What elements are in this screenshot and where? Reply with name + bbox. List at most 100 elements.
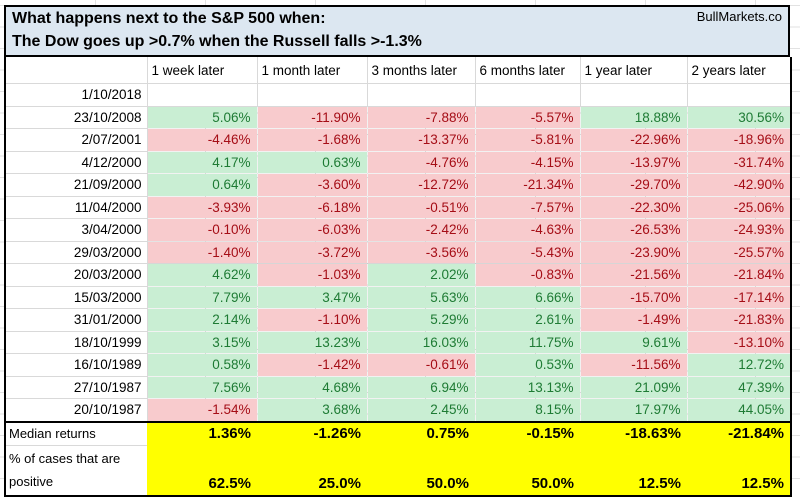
return-cell[interactable]: 4.62% xyxy=(147,263,258,287)
return-cell[interactable]: 16.03% xyxy=(367,331,476,354)
return-cell[interactable]: -29.70% xyxy=(580,173,688,197)
return-cell[interactable]: -7.88% xyxy=(367,106,476,129)
date-cell[interactable]: 4/12/2000 xyxy=(5,151,148,174)
return-cell[interactable]: -18.96% xyxy=(687,128,792,152)
positive-pct-cell[interactable]: 12.5% xyxy=(687,445,791,496)
return-cell[interactable] xyxy=(580,83,688,107)
return-cell[interactable]: -15.70% xyxy=(580,286,688,309)
date-cell[interactable]: 31/01/2000 xyxy=(5,308,148,332)
date-cell[interactable]: 27/10/1987 xyxy=(5,376,148,399)
return-cell[interactable]: -3.60% xyxy=(257,173,368,197)
return-cell[interactable]: -11.90% xyxy=(257,106,368,129)
return-cell[interactable]: 2.61% xyxy=(475,308,581,332)
return-cell[interactable]: 13.13% xyxy=(475,376,581,399)
return-cell[interactable]: 3.68% xyxy=(257,398,368,422)
return-cell[interactable]: -3.56% xyxy=(367,241,476,264)
return-cell[interactable]: -21.84% xyxy=(687,263,792,287)
column-header-6[interactable]: 2 years later xyxy=(687,57,792,84)
return-cell[interactable]: -4.76% xyxy=(367,151,476,174)
return-cell[interactable]: 3.47% xyxy=(257,286,368,309)
positive-pct-cell[interactable]: 62.5% xyxy=(147,445,257,496)
return-cell[interactable]: 0.63% xyxy=(257,151,368,174)
return-cell[interactable]: 0.58% xyxy=(147,353,258,377)
return-cell[interactable]: -1.68% xyxy=(257,128,368,152)
return-cell[interactable]: -0.51% xyxy=(367,196,476,219)
positive-pct-cell[interactable]: 50.0% xyxy=(475,445,580,496)
column-header-1[interactable]: 1 week later xyxy=(147,57,258,84)
return-cell[interactable]: -0.10% xyxy=(147,218,258,242)
return-cell[interactable]: -1.54% xyxy=(147,398,258,422)
return-cell[interactable]: 4.17% xyxy=(147,151,258,174)
return-cell[interactable]: 5.06% xyxy=(147,106,258,129)
return-cell[interactable]: -22.96% xyxy=(580,128,688,152)
return-cell[interactable]: 18.88% xyxy=(580,106,688,129)
return-cell[interactable]: -0.83% xyxy=(475,263,581,287)
return-cell[interactable]: -25.06% xyxy=(687,196,792,219)
return-cell[interactable]: -1.40% xyxy=(147,241,258,264)
return-cell[interactable]: -5.57% xyxy=(475,106,581,129)
return-cell[interactable] xyxy=(367,83,476,107)
return-cell[interactable]: 44.05% xyxy=(687,398,792,422)
return-cell[interactable]: -13.10% xyxy=(687,331,792,354)
date-cell[interactable]: 29/03/2000 xyxy=(5,241,148,264)
positive-pct-cell[interactable]: 12.5% xyxy=(580,445,687,496)
return-cell[interactable]: -13.97% xyxy=(580,151,688,174)
return-cell[interactable]: -3.72% xyxy=(257,241,368,264)
return-cell[interactable]: -6.18% xyxy=(257,196,368,219)
return-cell[interactable]: 8.15% xyxy=(475,398,581,422)
date-cell[interactable]: 2/07/2001 xyxy=(5,128,148,152)
positive-cases-label[interactable]: % of cases that are positive xyxy=(5,445,147,496)
return-cell[interactable]: -2.42% xyxy=(367,218,476,242)
return-cell[interactable]: 30.56% xyxy=(687,106,792,129)
return-cell[interactable]: 3.15% xyxy=(147,331,258,354)
return-cell[interactable]: -7.57% xyxy=(475,196,581,219)
return-cell[interactable]: 21.09% xyxy=(580,376,688,399)
return-cell[interactable]: -21.34% xyxy=(475,173,581,197)
corner-cell[interactable] xyxy=(5,57,148,84)
return-cell[interactable]: 6.66% xyxy=(475,286,581,309)
column-header-5[interactable]: 1 year later xyxy=(580,57,688,84)
return-cell[interactable]: -1.03% xyxy=(257,263,368,287)
date-cell[interactable]: 20/10/1987 xyxy=(5,398,148,422)
median-value-cell[interactable]: -21.84% xyxy=(687,420,791,445)
date-cell[interactable]: 1/10/2018 xyxy=(5,83,148,107)
return-cell[interactable]: -21.56% xyxy=(580,263,688,287)
return-cell[interactable]: -22.30% xyxy=(580,196,688,219)
return-cell[interactable]: -0.61% xyxy=(367,353,476,377)
return-cell[interactable]: -5.81% xyxy=(475,128,581,152)
median-value-cell[interactable]: -1.26% xyxy=(257,420,367,445)
return-cell[interactable] xyxy=(147,83,258,107)
return-cell[interactable]: -1.42% xyxy=(257,353,368,377)
return-cell[interactable]: 0.64% xyxy=(147,173,258,197)
return-cell[interactable]: 2.45% xyxy=(367,398,476,422)
return-cell[interactable]: 7.56% xyxy=(147,376,258,399)
median-value-cell[interactable]: 1.36% xyxy=(147,420,257,445)
return-cell[interactable]: -24.93% xyxy=(687,218,792,242)
column-header-4[interactable]: 6 months later xyxy=(475,57,581,84)
column-header-2[interactable]: 1 month later xyxy=(257,57,368,84)
return-cell[interactable] xyxy=(475,83,581,107)
date-cell[interactable]: 20/03/2000 xyxy=(5,263,148,287)
return-cell[interactable]: -1.49% xyxy=(580,308,688,332)
positive-pct-cell[interactable]: 25.0% xyxy=(257,445,367,496)
return-cell[interactable]: -3.93% xyxy=(147,196,258,219)
return-cell[interactable]: 2.02% xyxy=(367,263,476,287)
return-cell[interactable]: 0.53% xyxy=(475,353,581,377)
return-cell[interactable]: -4.63% xyxy=(475,218,581,242)
return-cell[interactable]: -26.53% xyxy=(580,218,688,242)
date-cell[interactable]: 23/10/2008 xyxy=(5,106,148,129)
date-cell[interactable]: 16/10/1989 xyxy=(5,353,148,377)
return-cell[interactable]: -12.72% xyxy=(367,173,476,197)
return-cell[interactable]: 4.68% xyxy=(257,376,368,399)
return-cell[interactable]: 12.72% xyxy=(687,353,792,377)
return-cell[interactable]: -17.14% xyxy=(687,286,792,309)
date-cell[interactable]: 3/04/2000 xyxy=(5,218,148,242)
return-cell[interactable]: -4.15% xyxy=(475,151,581,174)
return-cell[interactable]: 13.23% xyxy=(257,331,368,354)
median-returns-label[interactable]: Median returns xyxy=(5,420,147,446)
date-cell[interactable]: 15/03/2000 xyxy=(5,286,148,309)
return-cell[interactable]: 5.63% xyxy=(367,286,476,309)
return-cell[interactable]: 5.29% xyxy=(367,308,476,332)
return-cell[interactable]: 9.61% xyxy=(580,331,688,354)
return-cell[interactable]: -31.74% xyxy=(687,151,792,174)
